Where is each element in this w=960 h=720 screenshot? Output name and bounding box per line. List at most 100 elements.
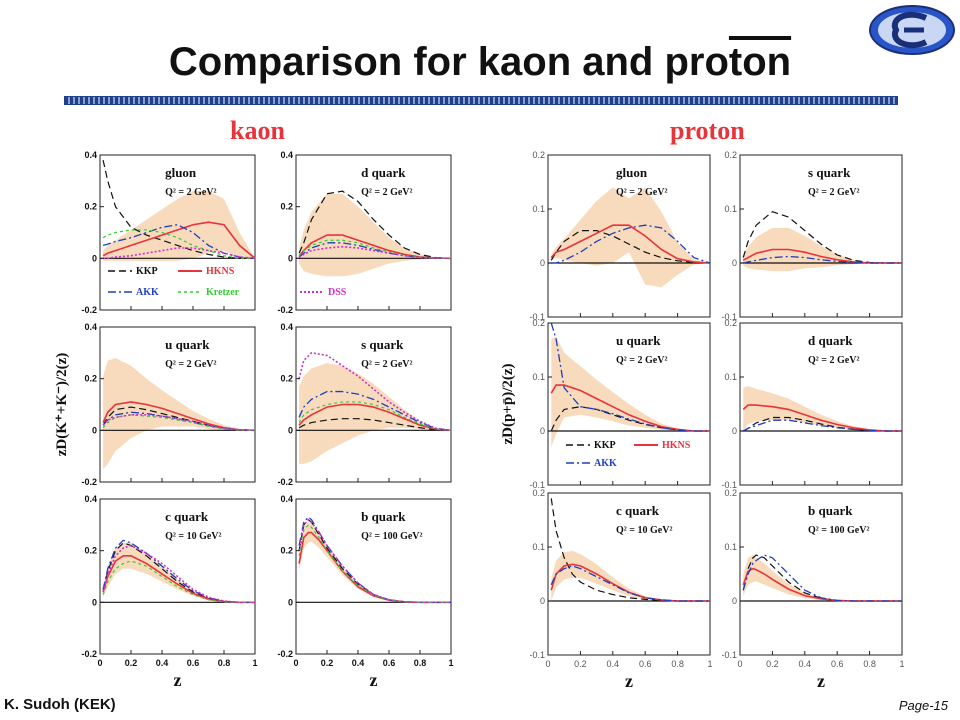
series-line-kkp — [298, 190, 452, 259]
author-footer: K. Sudoh (KEK) — [4, 696, 116, 713]
y-tick-label: 0.2 — [280, 374, 293, 384]
x-tick-label: 0.4 — [799, 659, 812, 669]
legend-label-akk: AKK — [594, 458, 617, 469]
x-tick-label: 0 — [97, 658, 102, 668]
x-tick-label: 0.6 — [187, 658, 200, 668]
legend-label-akk: AKK — [136, 287, 159, 298]
y-tick-label: 0.1 — [532, 542, 545, 552]
title-divider — [64, 96, 898, 105]
y-tick-label: 0.1 — [724, 372, 737, 382]
proton-panel-d-quark: 0.2 0.1 0 -0.1 d quark Q² = 2 GeV² — [721, 318, 903, 490]
series-line-kkp — [742, 554, 902, 602]
hkns-uncertainty-band — [103, 542, 255, 603]
x-axis-label: z — [625, 671, 633, 691]
panel-name-label: gluon — [616, 165, 648, 180]
x-tick-label: 0.6 — [383, 658, 396, 668]
hkns-uncertainty-band — [299, 522, 451, 603]
series-line-kretzer — [102, 229, 255, 259]
y-tick-label: 0.2 — [84, 374, 97, 384]
x-tick-label: 0 — [545, 659, 550, 669]
y-tick-label: -0.1 — [529, 650, 545, 660]
y-axis-label: zD(p+p̄)/2(z) — [500, 363, 516, 444]
panel-q2-label: Q² = 100 GeV² — [808, 525, 869, 536]
x-tick-label: 0.8 — [863, 659, 876, 669]
series-line-akk — [743, 255, 902, 264]
legend-label-hkns: HKNS — [662, 440, 691, 451]
y-tick-label: 0 — [288, 253, 293, 263]
series-line-akk — [742, 554, 902, 602]
series-line-akk — [551, 224, 711, 264]
series-line-hkns — [102, 555, 255, 604]
title-main: Comparison for kaon and pro — [168, 40, 729, 84]
y-tick-label: 0.1 — [532, 372, 545, 382]
x-tick-label: 0.8 — [414, 658, 427, 668]
series-line-hkns — [298, 403, 452, 432]
x-axis-label: z — [174, 670, 182, 690]
panel-name-label: b quark — [361, 509, 406, 524]
panel-name-label: s quark — [808, 165, 851, 180]
legend-label-hkns: HKNS — [206, 266, 235, 277]
series-line-hkns — [102, 221, 256, 259]
x-tick-label: 1 — [448, 658, 453, 668]
series-line-kretzer — [298, 239, 452, 259]
panel-q2-label: Q² = 10 GeV² — [165, 531, 221, 542]
y-tick-label: 0.4 — [84, 322, 97, 332]
panel-name-label: c quark — [165, 509, 209, 524]
series-line-dss — [102, 414, 256, 432]
y-tick-label: 0 — [540, 596, 545, 606]
y-tick-label: 0.2 — [532, 488, 545, 498]
panel-frame — [295, 498, 452, 655]
series-line-akk — [298, 242, 452, 259]
y-tick-label: 0.1 — [724, 204, 737, 214]
y-axis-label: zD(K⁺+K⁻)/2(z) — [54, 353, 70, 457]
series-line-kkp — [102, 160, 255, 259]
panel-q2-label: Q² = 2 GeV² — [808, 187, 859, 198]
proton-panel-gluon: 0.2 0.1 0 -0.1 gluon Q² = 2 GeV² — [529, 150, 711, 322]
kaon-panel-s-quark: 0.4 0.2 0 -0.2 s quark Q² = 2 GeV² — [277, 322, 452, 487]
y-tick-label: -0.2 — [277, 477, 293, 487]
y-tick-label: 0 — [92, 253, 97, 263]
series-line-dss — [298, 351, 452, 432]
y-tick-label: -0.2 — [81, 305, 97, 315]
y-tick-label: 0.2 — [280, 202, 293, 212]
proton-section-label: proton — [670, 116, 745, 145]
series-line-hkns — [550, 563, 710, 602]
y-tick-label: 0.2 — [532, 150, 545, 160]
kaon-panel-u-quark: 0.4 0.2 0 -0.2 u quark Q² = 2 GeV² — [81, 322, 256, 487]
x-tick-label: 1 — [252, 658, 257, 668]
y-tick-label: 0 — [288, 597, 293, 607]
series-line-kkp — [298, 418, 452, 431]
y-tick-label: 0.4 — [280, 494, 293, 504]
series-line-dss — [298, 518, 451, 604]
panel-name-label: d quark — [808, 333, 853, 348]
x-tick-label: 0.4 — [607, 659, 620, 669]
series-line-dss — [298, 245, 452, 260]
series-line-dss — [103, 247, 256, 260]
series-line-akk — [550, 565, 710, 602]
y-tick-label: -0.1 — [721, 650, 737, 660]
panel-q2-label: Q² = 2 GeV² — [616, 355, 667, 366]
panel-q2-label: Q² = 2 GeV² — [361, 187, 412, 198]
title-overline-part: ton — [728, 40, 792, 84]
panel-name-label: u quark — [165, 337, 210, 352]
series-line-akk — [742, 419, 902, 432]
y-tick-label: -0.2 — [81, 649, 97, 659]
kaon-panel-d-quark: 0.4 0.2 0 -0.2 d quark Q² = 2 GeV² — [277, 150, 452, 315]
legend-label-dss: DSS — [328, 287, 347, 298]
series-line-akk — [550, 322, 710, 432]
proton-legend: KKP HKNS AKK — [566, 440, 691, 469]
y-tick-label: 0 — [92, 425, 97, 435]
panel-name-label: d quark — [361, 165, 406, 180]
x-tick-label: 0.8 — [671, 659, 684, 669]
y-tick-label: 0 — [540, 426, 545, 436]
legend-label-kkp: KKP — [594, 440, 616, 451]
hkns-uncertainty-band — [551, 187, 710, 288]
y-tick-label: 0.1 — [724, 542, 737, 552]
series-line-kretzer — [298, 401, 452, 431]
panel-q2-label: Q² = 2 GeV² — [165, 359, 216, 370]
x-tick-label: 0.2 — [766, 659, 779, 669]
y-tick-label: 0.4 — [280, 322, 293, 332]
kek-logo-icon — [869, 5, 955, 55]
hkns-uncertainty-band — [743, 386, 902, 431]
